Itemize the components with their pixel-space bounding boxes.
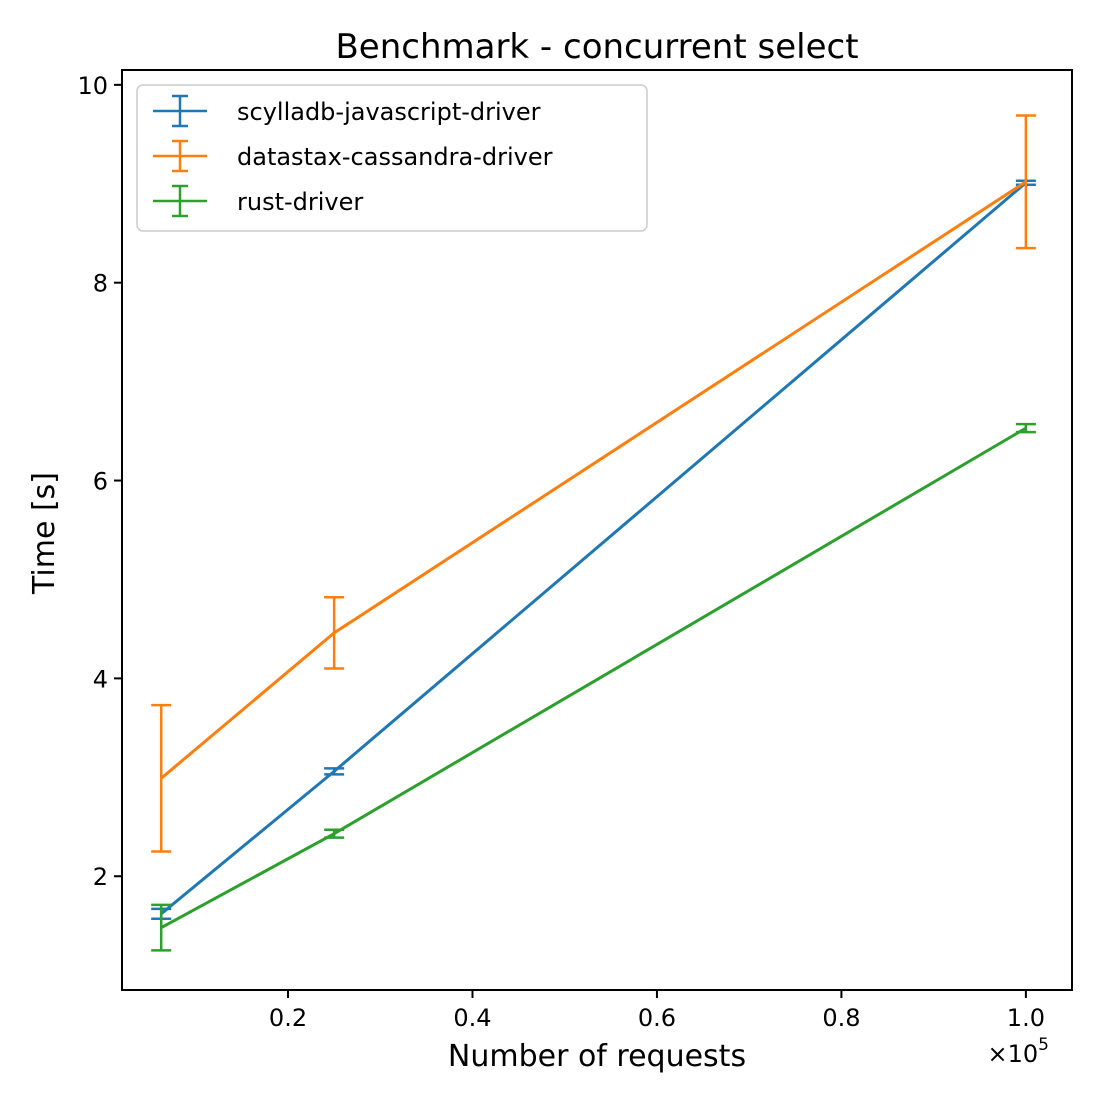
legend-marker [153,184,207,218]
series-line [160,181,1027,915]
y-axis-label: Time [s] [27,472,62,595]
y-tick-label: 6 [93,468,108,496]
x-axis-offset-label: ×105 [988,1035,1049,1068]
legend: scylladb-javascript-driver datastax-cassa… [136,84,648,232]
legend-label: datastax-cassandra-driver [237,143,553,171]
error-bar [324,767,345,776]
error-bar [1015,114,1036,250]
legend-marker [153,94,207,128]
x-tick-label: 0.4 [453,1004,491,1032]
x-tick-label: 0.8 [822,1004,860,1032]
legend-item-1: datastax-cassandra-driver [153,139,553,173]
y-tick-label: 2 [93,863,108,891]
legend-marker [153,139,207,173]
x-tick-label: 1.0 [1007,1004,1045,1032]
legend-label: scylladb-javascript-driver [237,98,541,126]
axes-frame [121,69,1073,991]
error-bar [151,903,172,952]
legend-box [136,84,648,232]
error-bar [1015,422,1036,434]
series-2 [151,422,1036,952]
y-tick-label: 8 [93,270,108,298]
error-bar [324,596,345,670]
legend-item-2: rust-driver [153,184,363,218]
error-bar [151,703,172,853]
series-1 [151,114,1036,853]
series-line [160,426,1027,929]
x-axis-offset-base: ×10 [988,1040,1039,1068]
y-tick-label: 4 [93,665,108,693]
plot-area: 0.2 0.4 0.6 0.8 1.0 2 4 6 8 10 [77,69,1073,1032]
chart-title: Benchmark - concurrent select [335,27,858,67]
x-tick-label: 0.6 [638,1004,676,1032]
series-0 [151,179,1036,921]
x-axis-label: Number of requests [448,1039,746,1074]
series-line [160,180,1027,780]
legend-label: rust-driver [237,188,363,216]
x-tick-label: 0.2 [269,1004,307,1032]
y-tick-label: 10 [77,72,108,100]
legend-item-0: scylladb-javascript-driver [153,94,541,128]
error-bar [324,828,345,839]
x-axis-offset-exponent: 5 [1038,1035,1049,1055]
